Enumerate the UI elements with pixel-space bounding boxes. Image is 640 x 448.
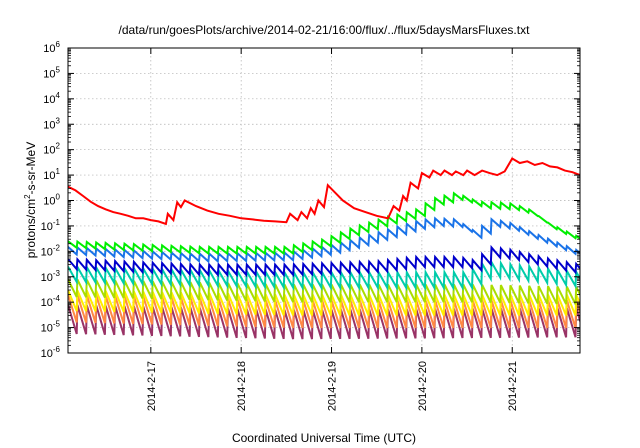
y-tick-exp: -6 [53,345,61,354]
chart-title: /data/run/goesPlots/archive/2014-02-21/1… [119,23,531,37]
series-line [68,157,580,226]
y-axis-ticks: 10-610-510-410-310-210-11001011021031041… [41,40,580,360]
y-tick-exp: 0 [56,193,61,202]
y-axis-title: protons/cm2-s-sr-MeV [23,142,38,258]
series-line [68,216,580,264]
y-tick-exp: -1 [53,218,61,227]
y-tick-label: 10-1 [41,218,61,233]
x-tick-label: 2014-2-18 [236,361,248,411]
y-tick-base: 10 [43,68,55,80]
y-tick-label: 10-4 [41,294,61,309]
y-tick-exp: -3 [53,269,61,278]
y-tick-exp: 5 [56,65,61,74]
series-line [68,258,580,292]
x-axis-title: Coordinated Universal Time (UTC) [232,431,416,445]
y-tick-label: 10-6 [41,345,61,360]
y-tick-exp: -2 [53,243,61,252]
x-tick-label: 2014-2-20 [417,361,429,411]
y-tick-label: 106 [43,40,60,55]
y-tick-base: 10 [41,323,53,335]
x-tick-label: 2014-2-17 [146,361,158,411]
y-tick-label: 10-3 [41,269,61,284]
y-tick-exp: 1 [56,167,61,176]
series-layer [68,157,580,340]
y-axis-title-exp: 2 [23,194,32,199]
series-line [68,278,580,305]
y-tick-label: 102 [43,142,60,157]
y-axis-title-rest: -s-sr-MeV [24,142,38,195]
y-tick-exp: 2 [56,142,61,151]
series-line [68,191,580,256]
y-tick-base: 10 [41,246,53,258]
y-tick-label: 105 [43,65,60,80]
y-tick-label: 104 [43,91,60,106]
y-tick-base: 10 [43,94,55,106]
y-tick-exp: 6 [56,40,61,49]
y-tick-base: 10 [41,297,53,309]
x-tick-label: 2014-2-19 [327,361,339,411]
y-tick-base: 10 [41,348,53,360]
x-axis-ticks: 2014-2-17 2014-2-18 2014-2-19 2014-2-20 2014… [146,48,519,411]
y-tick-exp: -4 [53,294,61,303]
y-tick-base: 10 [43,196,55,208]
series-line [68,289,580,316]
y-tick-label: 10-2 [41,243,61,258]
series-line [68,244,580,278]
y-tick-base: 10 [41,272,53,284]
y-tick-base: 10 [43,170,55,182]
x-tick-label: 2014-2-21 [507,361,519,411]
y-tick-label: 10-5 [41,320,61,335]
y-tick-exp: 4 [56,91,61,100]
y-axis-title-base: protons/cm [24,199,38,258]
y-tick-label: 100 [43,193,60,208]
y-tick-exp: 3 [56,116,61,125]
y-tick-base: 10 [43,145,55,157]
y-tick-label: 101 [43,167,60,182]
y-tick-base: 10 [41,221,53,233]
y-tick-label: 103 [43,116,60,131]
y-tick-base: 10 [43,43,55,55]
y-tick-exp: -5 [53,320,61,329]
y-tick-base: 10 [43,119,55,131]
